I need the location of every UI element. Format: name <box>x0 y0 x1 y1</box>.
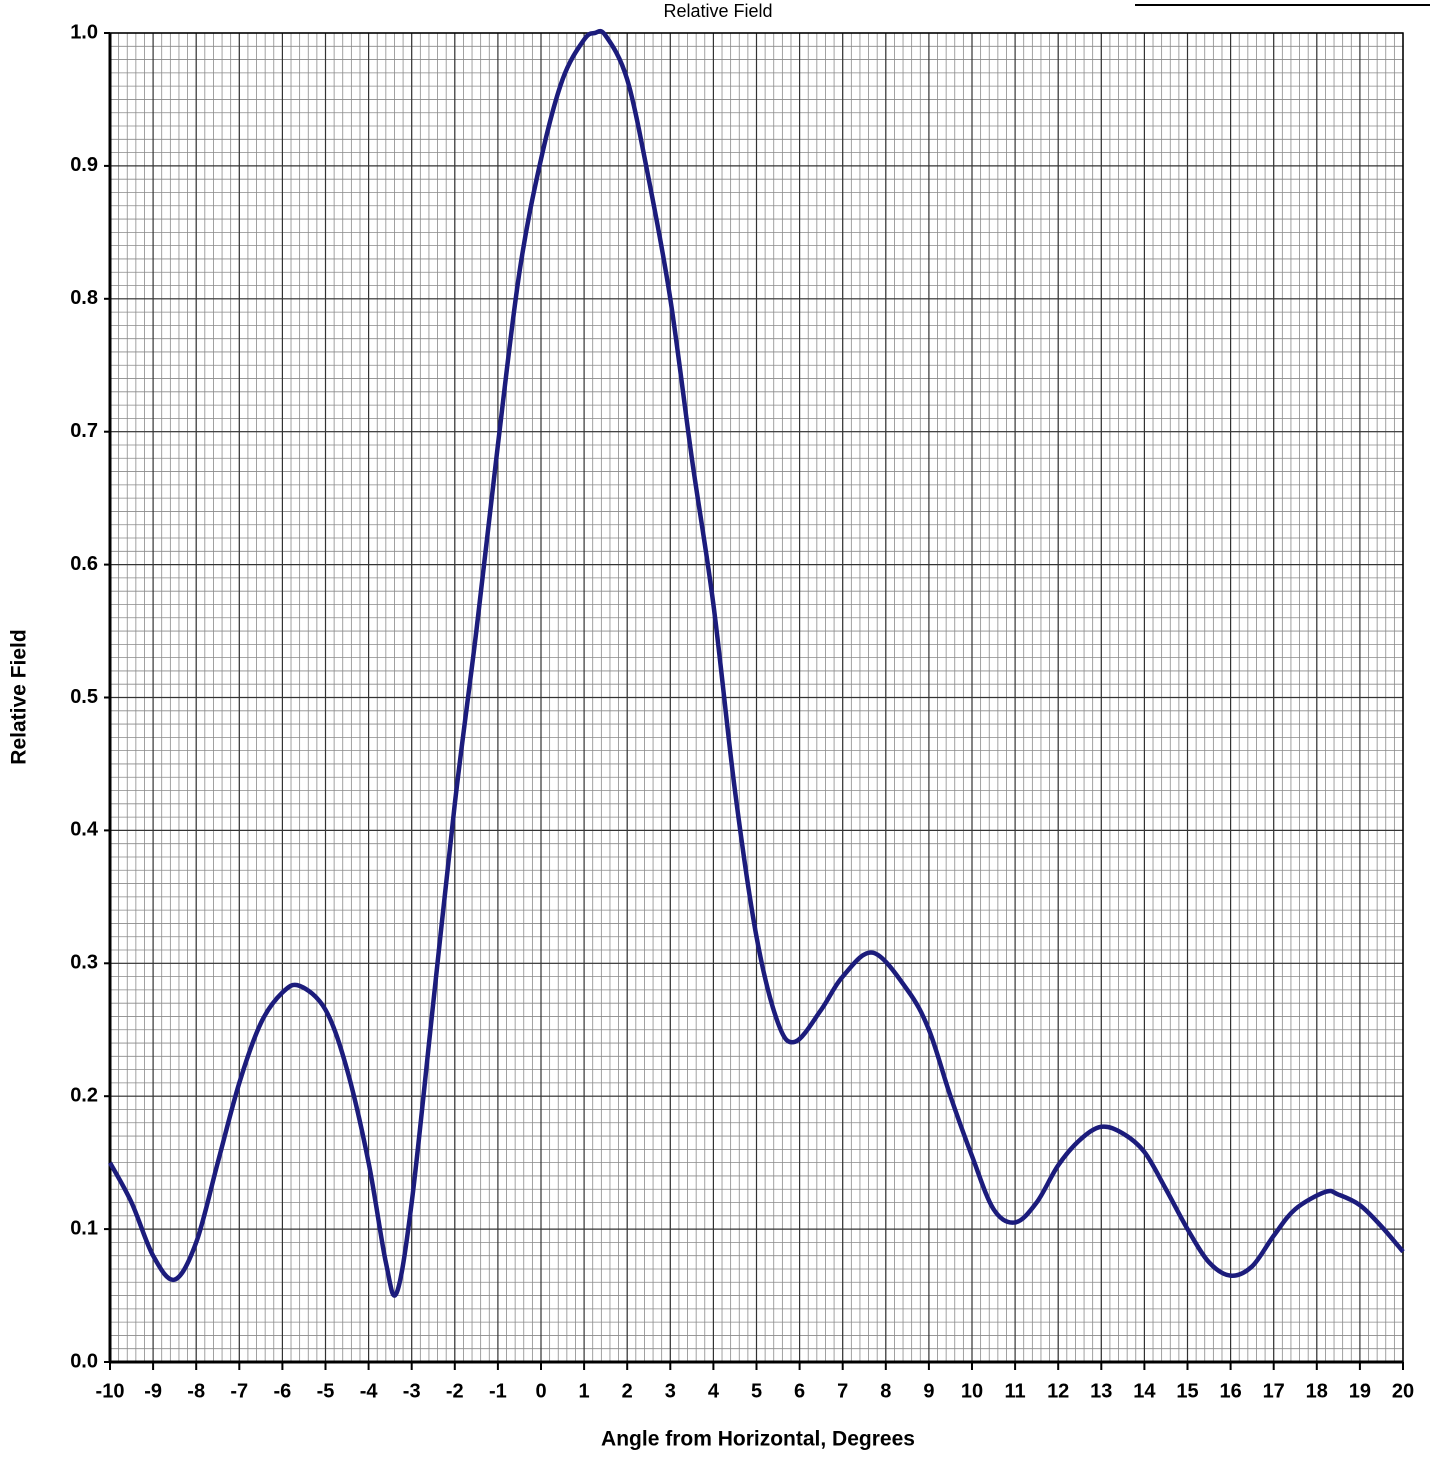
x-tick-label: -8 <box>187 1380 205 1402</box>
x-tick-label: 3 <box>665 1380 676 1402</box>
x-tick-label: 2 <box>622 1380 633 1402</box>
y-tick-label: 0.7 <box>70 420 98 442</box>
x-tick-label: 17 <box>1263 1380 1285 1402</box>
x-tick-label: -7 <box>230 1380 248 1402</box>
y-tick-label: 0.4 <box>70 819 99 841</box>
x-tick-label: -4 <box>360 1380 379 1402</box>
x-tick-label: 8 <box>880 1380 891 1402</box>
x-tick-label: -6 <box>274 1380 292 1402</box>
y-tick-label: 0.2 <box>70 1084 98 1106</box>
x-tick-label: 10 <box>961 1380 983 1402</box>
x-axis-label: Angle from Horizontal, Degrees <box>601 1428 915 1451</box>
x-tick-label: 6 <box>794 1380 805 1402</box>
x-tick-label: 4 <box>708 1380 720 1402</box>
x-tick-label: 19 <box>1349 1380 1371 1402</box>
y-tick-label: 1.0 <box>70 21 98 43</box>
y-tick-label: 0.1 <box>70 1217 98 1239</box>
y-axis-label: Relative Field <box>8 629 31 764</box>
x-tick-label: 12 <box>1047 1380 1069 1402</box>
y-tick-label: 0.0 <box>70 1350 98 1372</box>
x-tick-label: -10 <box>96 1380 125 1402</box>
x-tick-label: 20 <box>1392 1380 1414 1402</box>
y-tick-label: 0.8 <box>70 287 98 309</box>
y-tick-label: 0.6 <box>70 553 98 575</box>
x-tick-label: 5 <box>751 1380 762 1402</box>
x-tick-label: 18 <box>1306 1380 1328 1402</box>
x-tick-label: -2 <box>446 1380 464 1402</box>
x-tick-label: 11 <box>1005 1380 1026 1402</box>
data-line <box>108 28 1405 1298</box>
x-tick-label: -5 <box>317 1380 335 1402</box>
x-tick-label: 1 <box>579 1380 590 1402</box>
x-tick-label: -9 <box>144 1380 162 1402</box>
x-tick-label: -1 <box>489 1380 507 1402</box>
x-tick-label: 0 <box>535 1380 546 1402</box>
y-tick-label: 0.5 <box>70 686 98 708</box>
x-tick-label: 9 <box>923 1380 934 1402</box>
chart-title: Relative Field <box>663 1 772 21</box>
x-tick-label: 14 <box>1133 1380 1156 1402</box>
x-tick-label: 16 <box>1219 1380 1241 1402</box>
x-tick-label: 15 <box>1176 1380 1198 1402</box>
x-tick-label: -3 <box>403 1380 421 1402</box>
x-tick-label: 13 <box>1090 1380 1112 1402</box>
y-tick-label: 0.3 <box>70 952 98 974</box>
y-tick-label: 0.9 <box>70 154 98 176</box>
x-tick-label: 7 <box>837 1380 848 1402</box>
